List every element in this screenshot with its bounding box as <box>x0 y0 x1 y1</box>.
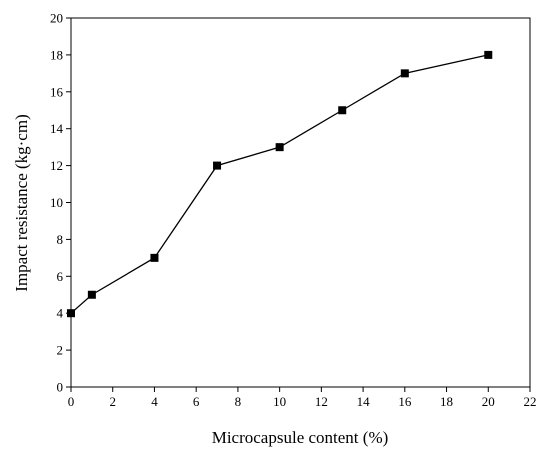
x-tick-label: 12 <box>315 394 328 409</box>
x-tick-label: 2 <box>109 394 116 409</box>
x-axis-title: Microcapsule content (%) <box>212 428 389 447</box>
x-axis-ticks: 0 2 4 6 8 10 12 14 16 18 20 22 <box>68 387 537 409</box>
y-tick-label: 16 <box>50 84 64 99</box>
y-tick-label: 10 <box>50 195 63 210</box>
x-tick-label: 6 <box>193 394 200 409</box>
y-axis-ticks: 0 2 4 6 8 10 12 14 16 18 20 <box>50 11 71 395</box>
x-tick-label: 14 <box>357 394 371 409</box>
data-markers <box>67 50 493 318</box>
data-point-marker <box>87 290 96 299</box>
data-point-marker <box>150 253 159 262</box>
x-tick-label: 18 <box>440 394 453 409</box>
series-line <box>70 54 489 314</box>
x-tick-label: 16 <box>398 394 412 409</box>
data-point-marker <box>67 309 75 318</box>
y-tick-label: 20 <box>50 11 63 26</box>
y-tick-label: 18 <box>50 47 63 62</box>
x-tick-label: 20 <box>482 394 495 409</box>
x-tick-label: 22 <box>524 394 537 409</box>
plot-frame <box>70 17 531 388</box>
data-point-marker <box>400 69 409 78</box>
x-tick-label: 10 <box>273 394 286 409</box>
x-tick-label: 4 <box>151 394 158 409</box>
data-point-marker <box>484 50 493 59</box>
x-tick-label: 8 <box>235 394 242 409</box>
y-tick-label: 2 <box>57 343 64 358</box>
y-tick-label: 12 <box>50 158 63 173</box>
data-point-marker <box>338 106 347 115</box>
y-tick-label: 4 <box>57 306 64 321</box>
y-tick-label: 0 <box>57 380 64 395</box>
data-point-marker <box>213 161 222 170</box>
y-tick-label: 14 <box>50 121 64 136</box>
y-axis-title: Impact resistance (kg·cm) <box>12 114 31 291</box>
x-tick-label: 0 <box>68 394 75 409</box>
y-tick-label: 6 <box>57 269 64 284</box>
y-tick-label: 8 <box>57 232 64 247</box>
data-point-marker <box>275 143 284 152</box>
